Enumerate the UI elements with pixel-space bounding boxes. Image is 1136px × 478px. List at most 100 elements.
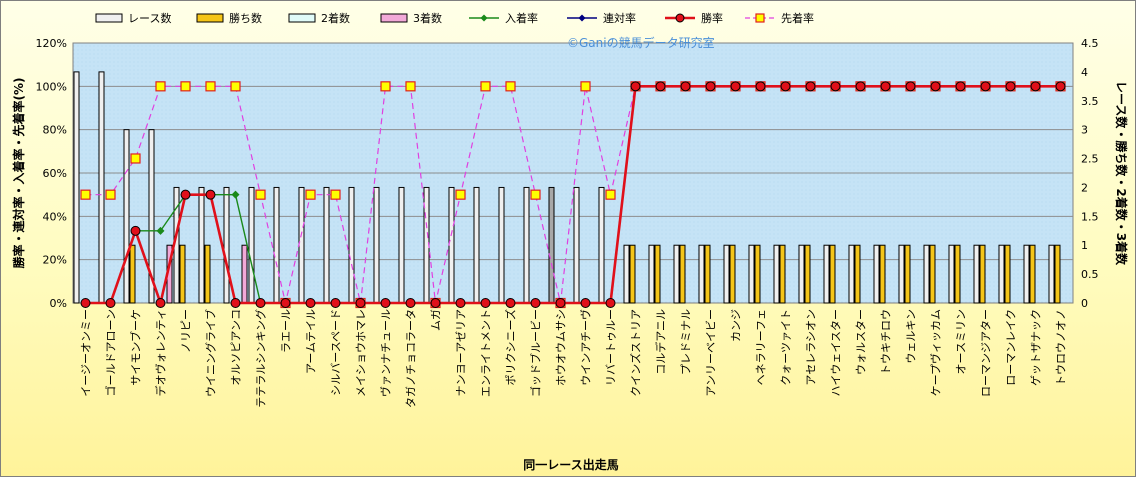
- y-right-tick-label: 1: [1081, 239, 1088, 252]
- marker-勝率: [630, 81, 641, 92]
- bar-勝ち数: [754, 244, 761, 304]
- bar-レース数: [598, 186, 605, 304]
- bar-勝ち数: [929, 244, 936, 304]
- bar-レース数: [773, 244, 780, 304]
- bar-勝ち数: [904, 244, 911, 304]
- marker-勝率: [580, 298, 591, 308]
- y-right-tick-label: 3.5: [1081, 95, 1099, 108]
- bar-勝ち数: [854, 244, 861, 304]
- legend-marker: [675, 13, 685, 23]
- bar-勝ち数: [629, 244, 636, 304]
- bar-勝ち数: [829, 244, 836, 304]
- marker-勝率: [680, 81, 691, 92]
- bar-レース数: [123, 129, 130, 304]
- marker-先着率: [305, 189, 316, 200]
- marker-勝率: [330, 298, 341, 308]
- bar-勝ち数: [804, 244, 811, 304]
- legend-marker: [755, 13, 765, 23]
- bar-勝ち数: [979, 244, 986, 304]
- bar-レース数: [948, 244, 955, 304]
- marker-先着率: [205, 81, 216, 92]
- marker-先着率: [255, 189, 266, 200]
- marker-先着率: [405, 81, 416, 92]
- category-label: クインズストリア: [629, 309, 643, 397]
- bar-勝ち数: [204, 244, 211, 304]
- y-right-tick-label: 1.5: [1081, 210, 1099, 223]
- category-label: ムガ: [430, 309, 443, 331]
- bar-レース数: [998, 244, 1005, 304]
- lines-layer: [80, 81, 1066, 309]
- marker-勝率: [1055, 81, 1066, 92]
- y-left-tick-label: 60%: [43, 167, 67, 180]
- marker-勝率: [730, 81, 741, 92]
- marker-勝率: [155, 298, 166, 308]
- marker-先着率: [480, 81, 491, 92]
- legend-label: 2着数: [321, 11, 350, 25]
- category-label: ローマンジアター: [980, 309, 993, 397]
- marker-勝率: [205, 189, 216, 200]
- bar-レース数: [923, 244, 930, 304]
- marker-先着率: [80, 189, 91, 200]
- marker-勝率: [355, 298, 366, 308]
- bar-レース数: [198, 186, 205, 304]
- marker-先着率: [605, 189, 616, 200]
- legend: レース数 勝ち数 2着数 3着数 入着率 連対率 勝率 先着率: [95, 11, 814, 25]
- category-label: ケープヴィッカム: [929, 309, 943, 396]
- category-label: トウロウノオノ: [1055, 309, 1068, 386]
- category-label: ゲットザナック: [1030, 309, 1043, 386]
- bar-勝ち数: [129, 244, 136, 304]
- bar-レース数: [673, 244, 680, 304]
- marker-勝率: [530, 298, 541, 308]
- bar-勝ち数: [1054, 244, 1061, 304]
- legend-swatch-2着数: [288, 13, 316, 23]
- category-label: ヘネラリーフェ: [755, 309, 768, 385]
- y-right-tick-label: 4.5: [1081, 37, 1099, 50]
- category-label: ウインアチーヴ: [579, 309, 593, 386]
- category-label: イージーオンミー: [80, 309, 93, 397]
- marker-勝率: [380, 298, 391, 308]
- bar-勝ち数: [954, 244, 961, 304]
- legend-label: 3着数: [413, 11, 442, 25]
- marker-勝率: [430, 298, 441, 308]
- marker-勝率: [1030, 81, 1041, 92]
- bar-レース数: [323, 186, 330, 304]
- bar-レース数: [73, 71, 80, 304]
- category-label: テテラルシンキング: [254, 309, 268, 408]
- y-left-tick-label: 100%: [36, 80, 67, 93]
- bar-レース数: [148, 129, 155, 304]
- bar-レース数: [523, 186, 530, 304]
- bar-勝ち数: [179, 244, 186, 304]
- bar-レース数: [473, 186, 480, 304]
- legend-label: 連対率: [603, 11, 636, 25]
- marker-入着率: [231, 190, 240, 199]
- legend-label: レース数: [128, 12, 171, 25]
- y-left-tick-label: 20%: [43, 254, 67, 267]
- bar-レース数: [273, 186, 280, 304]
- bar-レース数: [1023, 244, 1030, 304]
- category-label: ローマンレイク: [1005, 309, 1018, 386]
- marker-勝率: [780, 81, 791, 92]
- y-left-tick-label: 40%: [43, 210, 67, 223]
- marker-勝率: [230, 298, 241, 308]
- y-right-tick-label: 3: [1081, 124, 1088, 137]
- category-label: サイモンブーケ: [129, 309, 143, 386]
- marker-勝率: [805, 81, 816, 92]
- category-label: カンジ: [730, 309, 743, 342]
- legend-label: 勝率: [701, 11, 723, 25]
- line-勝率: [85, 85, 1061, 308]
- category-label: ウォルスター: [855, 309, 868, 375]
- bar-3着数: [241, 244, 248, 304]
- bar-勝ち数: [704, 244, 711, 304]
- marker-先着率: [330, 189, 341, 200]
- bar-レース数: [798, 244, 805, 304]
- legend-label: 勝ち数: [229, 11, 262, 25]
- category-label: アームテイル: [305, 309, 318, 374]
- category-label: ポリクシニーズ: [504, 309, 518, 385]
- category-label: ノリピー: [180, 309, 193, 353]
- marker-先着率: [105, 189, 116, 200]
- bar-レース数: [698, 244, 705, 304]
- category-label: ナンヨーアゼリア: [455, 309, 468, 396]
- y-left-ticks: 0% 20% 40% 60% 80% 100% 120%: [36, 37, 67, 310]
- marker-勝率: [605, 298, 616, 308]
